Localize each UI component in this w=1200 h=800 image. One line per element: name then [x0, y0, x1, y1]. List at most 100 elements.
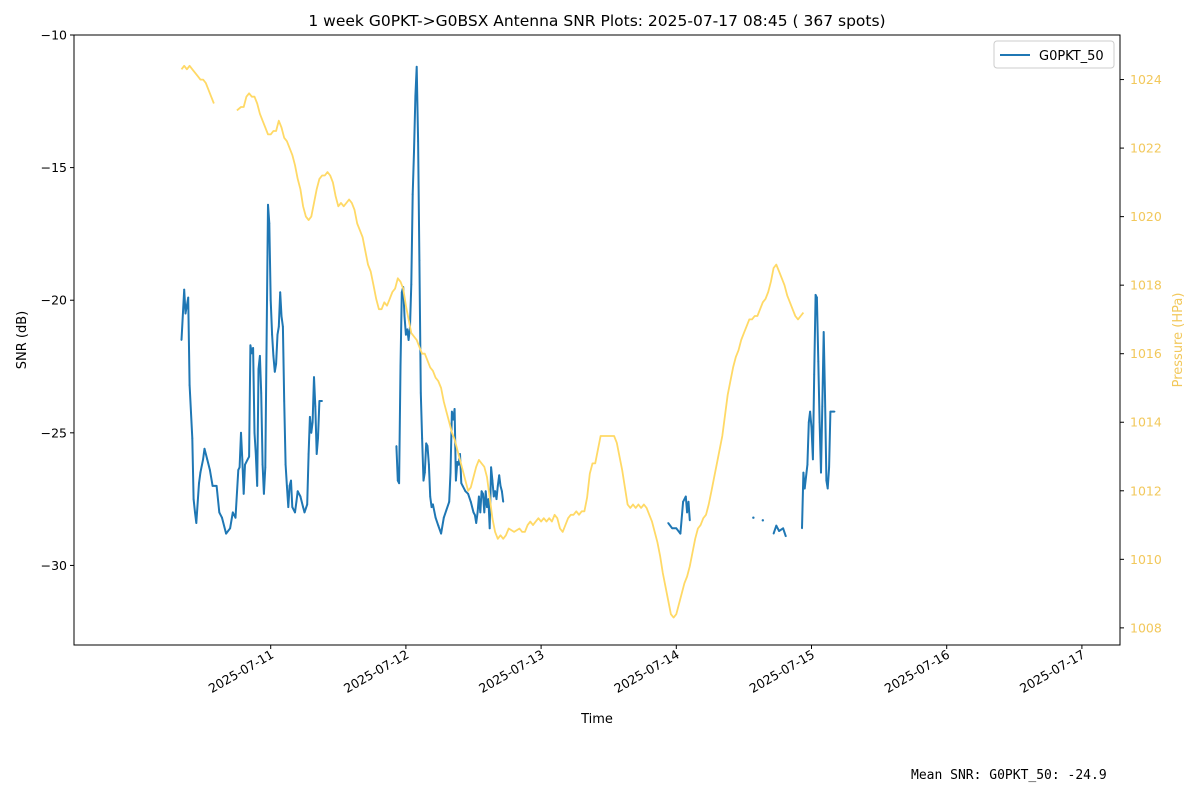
snr-point	[448, 500, 451, 503]
snr-point	[299, 495, 302, 498]
snr-point	[242, 492, 245, 495]
snr-point	[271, 333, 273, 336]
snr-point	[775, 524, 778, 527]
y2-tick-label: 1020	[1130, 209, 1162, 224]
snr-point	[307, 453, 310, 455]
snr-point	[457, 463, 460, 466]
snr-point	[682, 500, 684, 503]
snr-point	[752, 516, 755, 519]
snr-point	[249, 344, 252, 347]
snr-point	[828, 466, 830, 469]
snr-point	[452, 418, 455, 421]
snr-point	[480, 490, 483, 493]
snr-point	[410, 283, 413, 286]
snr-point	[198, 482, 200, 485]
snr-point	[260, 392, 263, 394]
snr-point	[434, 516, 437, 519]
y-tick-label: −25	[41, 425, 67, 440]
snr-point	[450, 410, 453, 413]
snr-point	[257, 368, 260, 371]
snr-point	[829, 410, 832, 413]
y2-tick-label: 1022	[1130, 141, 1162, 156]
snr-point	[398, 482, 401, 485]
snr-point	[396, 479, 399, 482]
snr-point	[413, 150, 415, 153]
y2-tick-label: 1014	[1130, 415, 1162, 430]
snr-point	[185, 304, 188, 307]
snr-point	[215, 484, 218, 487]
snr-point	[427, 463, 430, 466]
snr-point	[291, 506, 294, 508]
snr-point	[811, 458, 814, 461]
snr-point	[199, 471, 202, 474]
snr-point	[306, 503, 309, 506]
chart-title: 1 week G0PKT->G0BSX Antenna SNR Plots: 2…	[308, 12, 885, 30]
snr-point	[295, 500, 298, 503]
snr-point	[405, 333, 407, 336]
snr-point	[309, 416, 311, 418]
snr-point	[395, 445, 398, 447]
snr-point	[321, 400, 323, 402]
snr-point	[784, 535, 787, 538]
y-tick-label: −10	[41, 28, 67, 43]
snr-point	[313, 376, 315, 379]
snr-point	[445, 508, 448, 511]
snr-point	[807, 421, 810, 424]
snr-line	[180, 203, 323, 535]
snr-point	[813, 373, 816, 376]
y2-tick-label: 1008	[1130, 620, 1162, 635]
snr-point	[822, 331, 825, 333]
snr-point	[318, 400, 321, 402]
snr-point	[483, 511, 486, 514]
snr-point	[778, 530, 780, 532]
snr-point	[192, 498, 195, 501]
snr-point	[803, 487, 806, 490]
snr-point	[315, 453, 318, 455]
snr-point	[472, 511, 475, 514]
snr-point	[202, 458, 205, 461]
snr-point	[675, 527, 678, 530]
y2-tick-label: 1012	[1130, 483, 1162, 498]
snr-point	[258, 355, 261, 357]
snr-point	[248, 455, 250, 458]
snr-point	[484, 490, 487, 493]
snr-point	[419, 392, 422, 394]
snr-point	[418, 259, 421, 262]
snr-point	[688, 519, 691, 522]
snr-point	[303, 511, 306, 514]
snr-point	[772, 532, 775, 535]
snr-point	[403, 315, 406, 318]
snr-point	[761, 519, 765, 522]
snr-point	[286, 484, 288, 487]
snr-point	[687, 500, 690, 503]
snr-point	[411, 193, 414, 196]
snr-point	[488, 527, 491, 530]
snr-point	[288, 484, 291, 487]
snr-point	[206, 458, 209, 461]
snr-point	[490, 466, 492, 469]
snr-point	[276, 333, 279, 336]
snr-point	[456, 461, 459, 463]
snr-point	[406, 328, 409, 331]
y-tick-label: −20	[41, 293, 67, 308]
snr-point	[440, 532, 442, 535]
snr-point	[183, 288, 186, 291]
snr-point	[237, 469, 240, 471]
snr-point	[273, 370, 276, 373]
y-tick-label: −30	[41, 558, 67, 573]
snr-point	[280, 315, 283, 318]
snr-point	[246, 458, 249, 461]
mean-snr-summary: Mean SNR: G0PKT_50: -24.9	[911, 768, 1107, 783]
snr-point	[241, 458, 244, 461]
snr-point	[187, 296, 190, 299]
snr-point	[256, 484, 259, 487]
snr-point	[809, 410, 812, 413]
snr-point	[460, 482, 463, 485]
snr-point	[801, 527, 803, 530]
snr-point	[476, 511, 479, 514]
snr-point	[263, 492, 265, 495]
snr-point	[317, 437, 319, 440]
snr-point	[279, 291, 282, 294]
snr-point	[817, 360, 820, 363]
